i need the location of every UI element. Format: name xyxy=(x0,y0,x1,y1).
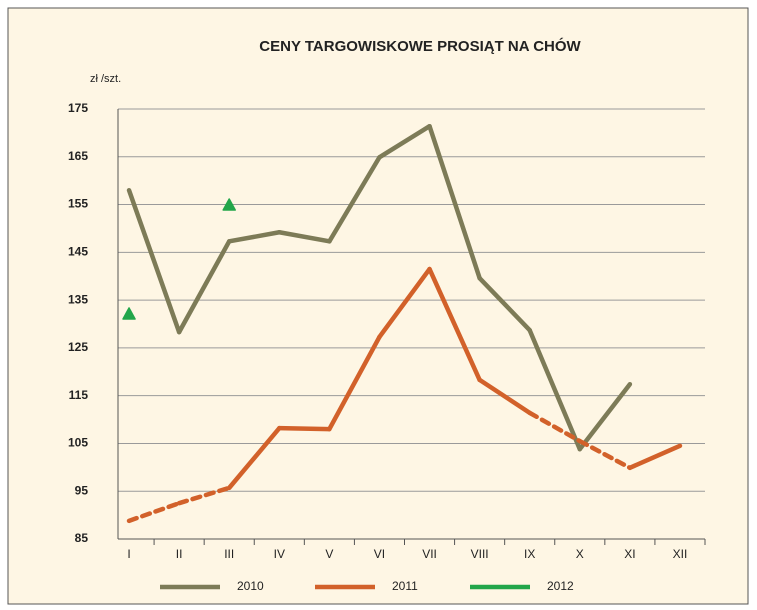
x-tick-label: VIII xyxy=(471,547,489,561)
y-tick-label: 95 xyxy=(75,483,89,497)
line-segment xyxy=(377,123,432,160)
line-segment xyxy=(377,266,432,340)
legend-label: 2010 xyxy=(237,579,264,593)
y-tick-label: 135 xyxy=(68,292,88,306)
x-tick-label: VII xyxy=(422,547,437,561)
y-axis-label: zł /szt. xyxy=(90,73,121,85)
x-tick-label: XII xyxy=(673,547,688,561)
line-segment xyxy=(176,239,232,335)
x-tick-label: III xyxy=(224,547,234,561)
line-segment xyxy=(226,230,282,244)
x-tick-label: IX xyxy=(524,547,535,561)
legend-label: 2012 xyxy=(547,579,574,593)
chart-title: CENY TARGOWISKOWE PROSIĄT NA CHÓW xyxy=(259,37,581,55)
y-tick-label: 145 xyxy=(68,245,88,259)
x-tick-label: X xyxy=(576,547,584,561)
x-tick-label: II xyxy=(176,547,183,561)
line-segment xyxy=(477,377,532,416)
line-segment xyxy=(527,327,583,452)
x-tick-label: XI xyxy=(624,547,635,561)
marker xyxy=(122,307,136,320)
line-segment xyxy=(327,155,382,244)
line-segment xyxy=(126,187,182,335)
line-segment xyxy=(277,230,332,244)
y-tick-label: 85 xyxy=(75,531,89,545)
y-tick-label: 115 xyxy=(69,388,89,402)
chart-frame xyxy=(7,7,749,605)
x-tick-label: V xyxy=(325,547,333,561)
legend-label: 2011 xyxy=(392,579,418,593)
line-segment xyxy=(627,443,683,471)
line-segment xyxy=(327,334,382,432)
line-segment xyxy=(577,381,633,452)
line-segment xyxy=(477,275,532,333)
y-tick-label: 175 xyxy=(68,101,88,115)
line-segment xyxy=(226,425,282,491)
line-segment xyxy=(427,123,482,281)
line-segment xyxy=(126,500,182,524)
line-segment xyxy=(176,485,232,506)
line-segment xyxy=(577,438,633,471)
x-tick-label: I xyxy=(127,547,130,561)
y-tick-label: 105 xyxy=(68,436,88,450)
y-tick-label: 125 xyxy=(68,340,88,354)
x-tick-label: VI xyxy=(374,547,385,561)
line-segment xyxy=(527,410,583,444)
marker xyxy=(222,198,236,211)
x-tick-label: IV xyxy=(274,547,285,561)
y-tick-label: 165 xyxy=(68,149,88,163)
line-segment xyxy=(427,266,482,383)
y-tick-label: 155 xyxy=(68,197,88,211)
line-segment xyxy=(277,425,332,432)
